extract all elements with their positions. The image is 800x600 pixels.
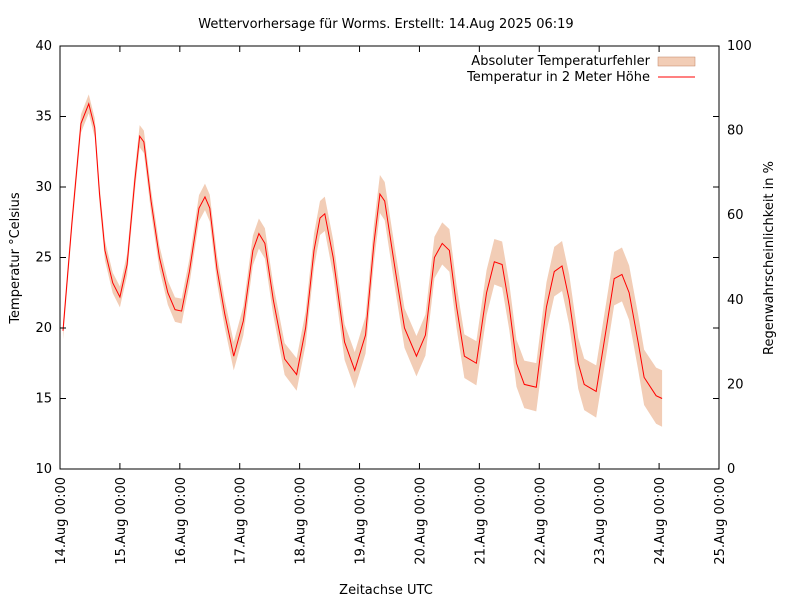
temperature-line	[62, 102, 663, 399]
y2-tick-label: 40	[727, 293, 744, 308]
y-tick-label: 25	[35, 251, 52, 266]
x-tick-label: 15.Aug 00:00	[114, 477, 129, 565]
y-tick-label: 30	[35, 180, 52, 195]
x-tick-label: 18.Aug 00:00	[294, 477, 309, 565]
x-tick-label: 19.Aug 00:00	[354, 477, 369, 565]
x-tick-label: 16.Aug 00:00	[174, 477, 189, 565]
x-tick-label: 25.Aug 00:00	[713, 477, 728, 565]
y2-tick-label: 20	[727, 377, 744, 392]
x-axis-label: Zeitachse UTC	[339, 583, 433, 598]
temperature-error-area	[62, 94, 663, 427]
x-tick-label: 14.Aug 00:00	[54, 477, 69, 565]
y2-tick-label: 60	[727, 208, 744, 223]
x-tick-label: 20.Aug 00:00	[413, 477, 428, 565]
y2-axis-label: Regenwahrscheinlichkeit in %	[762, 161, 777, 355]
x-tick-label: 23.Aug 00:00	[593, 477, 608, 565]
series-lines	[62, 102, 663, 399]
chart-title: Wettervorhersage für Worms. Erstellt: 14…	[198, 17, 573, 32]
y-tick-label: 35	[35, 110, 52, 125]
temperature-error-band	[62, 94, 663, 427]
y-tick-label: 40	[35, 39, 52, 54]
legend-label: Temperatur in 2 Meter Höhe	[466, 70, 650, 85]
axes: 10 15 20 25 30 35 40 0 20 40 60 80 100 14.Aug 00:00 15…	[35, 39, 751, 565]
x-tick-label: 17.Aug 00:00	[234, 477, 249, 565]
y-tick-label: 10	[35, 462, 52, 477]
x-tick-label: 21.Aug 00:00	[473, 477, 488, 565]
y2-tick-label: 80	[727, 124, 744, 139]
legend-label: Absoluter Temperaturfehler	[471, 54, 650, 69]
x-tick-label: 24.Aug 00:00	[653, 477, 668, 565]
y-tick-label: 15	[35, 392, 52, 407]
y2-tick-label: 0	[727, 462, 735, 477]
x-tick-label: 22.Aug 00:00	[533, 477, 548, 565]
y-tick-label: 20	[35, 321, 52, 336]
y2-tick-label: 100	[727, 39, 752, 54]
y-axis-label: Temperatur °Celsius	[8, 192, 23, 325]
legend-swatch-error	[657, 56, 696, 67]
